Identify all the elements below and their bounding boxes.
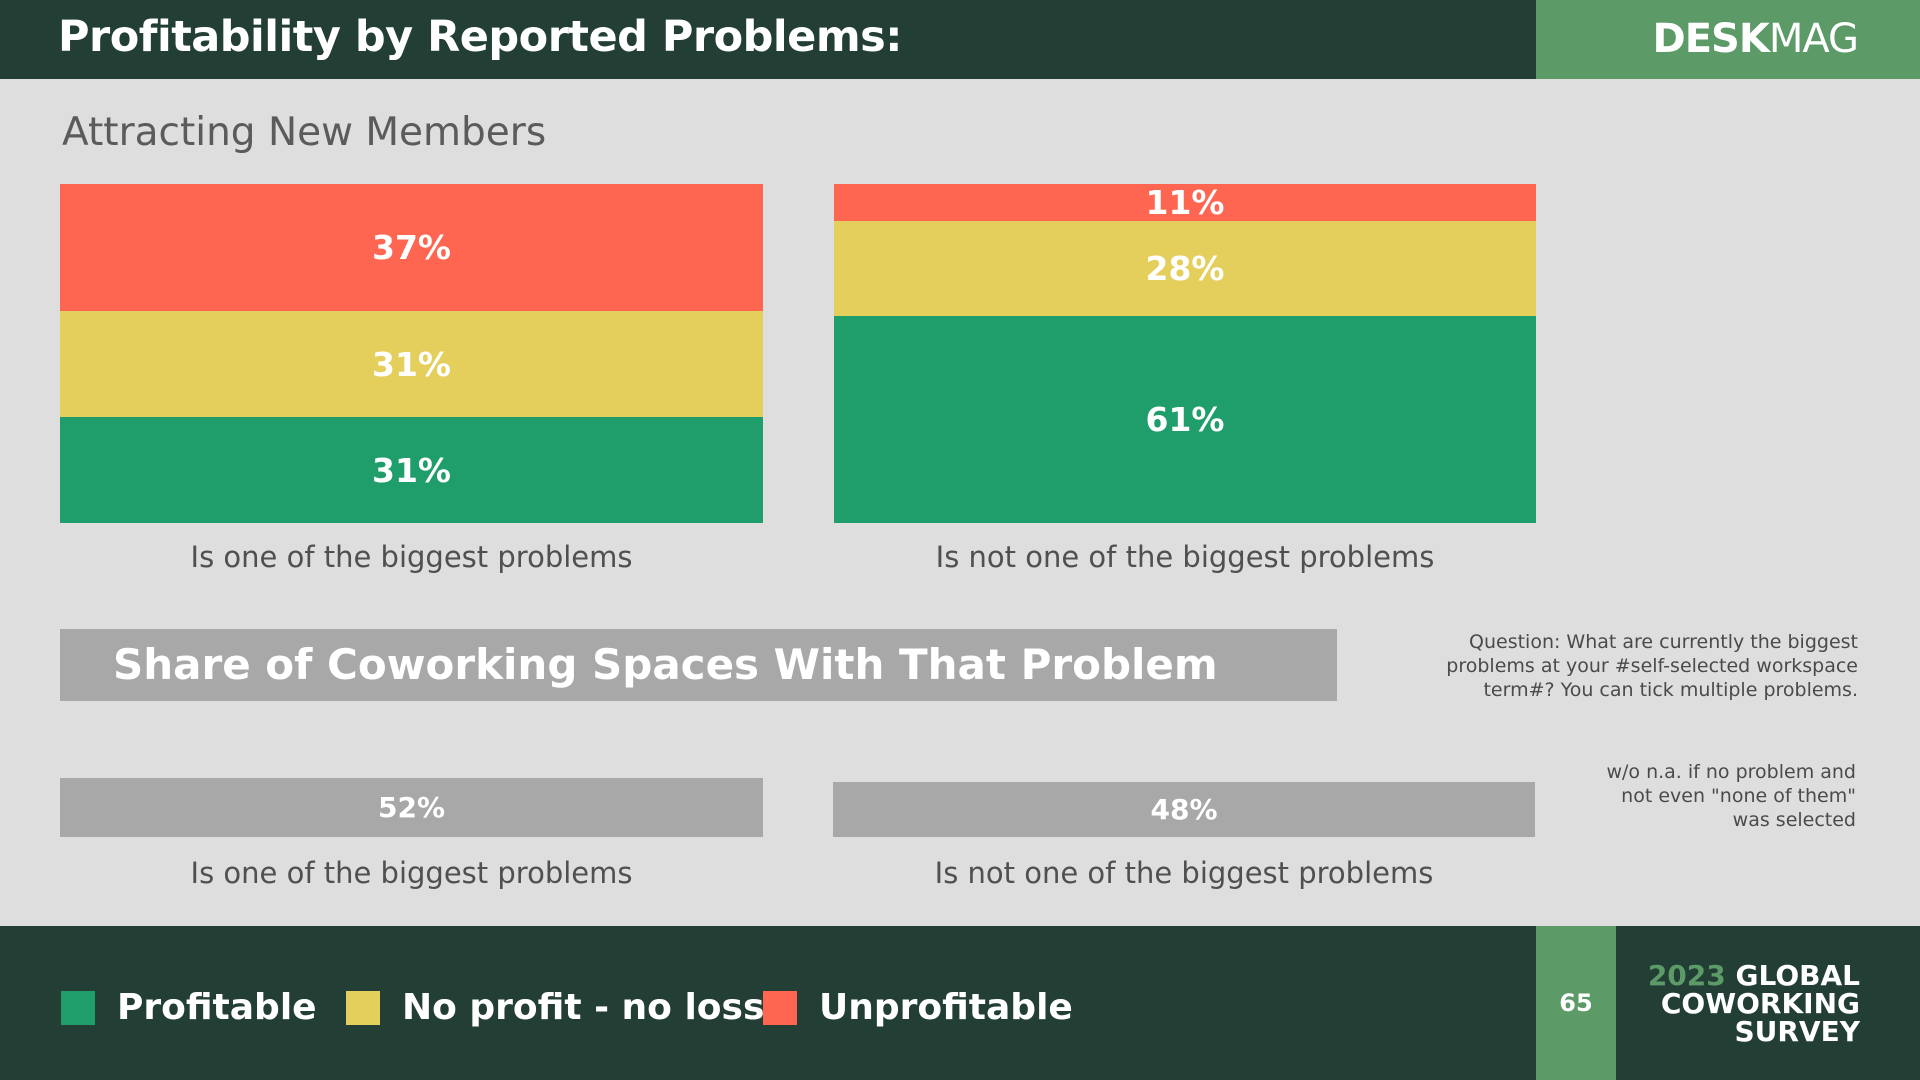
share-bar-problem: 52%: [60, 778, 763, 837]
brand-logo-light: MAG: [1768, 16, 1859, 62]
question-note-line: term#? You can tick multiple problems.: [1483, 679, 1858, 701]
segment-unprofitable: 37%: [60, 184, 763, 311]
section-title: Attracting New Members: [62, 110, 547, 155]
legend-item-no-profit-no-loss: No profit - no loss: [346, 987, 764, 1028]
stacked-bar-not-problem: 11% 28% 61%: [834, 183, 1536, 523]
share-title: Share of Coworking Spaces With That Prob…: [113, 640, 1218, 689]
question-note-line: Question: What are currently the biggest: [1469, 631, 1858, 653]
legend-swatch-unprofitable: [763, 990, 797, 1025]
brand-box: DESKMAG: [1536, 0, 1920, 79]
footer-bar: Profitable No profit - no loss Unprofita…: [0, 926, 1536, 1080]
category-label-problem: Is one of the biggest problems: [190, 540, 633, 574]
stacked-bar-problem: 37% 31% 31%: [60, 184, 763, 523]
survey-title: 2023 GLOBAL COWORKING SURVEY: [1648, 962, 1860, 1046]
survey-logo: 2023 GLOBAL COWORKING SURVEY: [1616, 926, 1920, 1080]
segment-no-profit-no-loss: 28%: [834, 221, 1536, 316]
legend-label: Unprofitable: [819, 987, 1073, 1028]
segment-profitable: 61%: [834, 316, 1536, 523]
header-bar: Profitability by Reported Problems:: [0, 0, 1536, 79]
share-label-problem: Is one of the biggest problems: [190, 856, 633, 890]
na-note-line: not even "none of them": [1621, 785, 1856, 807]
page-number: 65: [1536, 926, 1616, 1080]
category-label-not-problem: Is not one of the biggest problems: [935, 540, 1435, 574]
survey-line2: COWORKING: [1660, 987, 1860, 1020]
survey-year: 2023: [1647, 959, 1726, 992]
share-banner: Share of Coworking Spaces With That Prob…: [60, 629, 1337, 701]
question-note-line: problems at your #self-selected workspac…: [1446, 655, 1858, 677]
legend-swatch-no-profit-no-loss: [346, 990, 380, 1025]
na-note: w/o n.a. if no problem and not even "non…: [1606, 760, 1856, 832]
share-bar-not-problem: 48%: [833, 782, 1535, 837]
brand-logo: DESKMAG: [1652, 16, 1859, 62]
na-note-line: w/o n.a. if no problem and: [1606, 761, 1856, 783]
legend-swatch-profitable: [61, 990, 95, 1025]
legend-label: Profitable: [117, 987, 317, 1028]
question-note: Question: What are currently the biggest…: [1446, 630, 1858, 702]
survey-line3: SURVEY: [1734, 1015, 1860, 1048]
na-note-line: was selected: [1732, 809, 1856, 831]
legend-item-profitable: Profitable: [61, 987, 317, 1028]
segment-profitable: 31%: [60, 417, 763, 523]
survey-line1: GLOBAL: [1735, 959, 1860, 992]
legend-item-unprofitable: Unprofitable: [763, 987, 1073, 1028]
legend-label: No profit - no loss: [402, 987, 765, 1028]
page-title: Profitability by Reported Problems:: [58, 12, 902, 62]
brand-logo-bold: DESK: [1652, 16, 1769, 62]
segment-unprofitable: 11%: [834, 183, 1536, 222]
share-label-not-problem: Is not one of the biggest problems: [934, 856, 1434, 890]
segment-no-profit-no-loss: 31%: [60, 311, 763, 417]
